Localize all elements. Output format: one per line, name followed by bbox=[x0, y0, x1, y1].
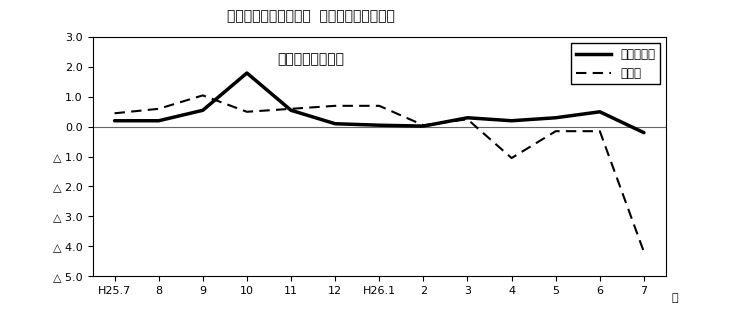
Legend: 調査産業計, 製造業: 調査産業計, 製造業 bbox=[571, 43, 660, 84]
Text: （規模５人以上）: （規模５人以上） bbox=[278, 53, 344, 67]
Text: 第３図　常用雇用指数  対前年同月比の推移: 第３図 常用雇用指数 対前年同月比の推移 bbox=[227, 9, 394, 23]
Text: 月: 月 bbox=[672, 293, 679, 303]
